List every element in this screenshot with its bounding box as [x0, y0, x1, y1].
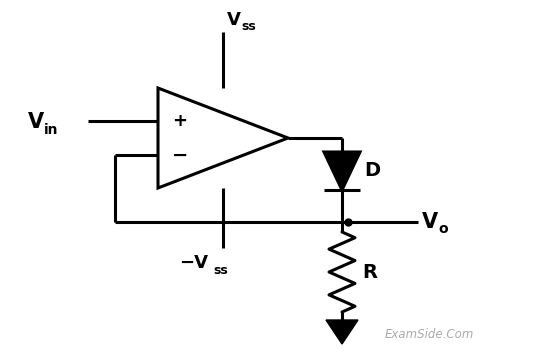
Text: +: +: [172, 112, 188, 130]
Polygon shape: [326, 320, 358, 344]
Text: ExamSide.Com: ExamSide.Com: [385, 328, 474, 341]
Text: o: o: [438, 222, 448, 236]
Text: V: V: [422, 212, 438, 232]
Text: V: V: [227, 11, 241, 29]
Polygon shape: [324, 152, 360, 190]
Text: D: D: [364, 161, 380, 181]
Text: V: V: [28, 112, 44, 132]
Text: ss: ss: [213, 264, 228, 277]
Text: ss: ss: [241, 21, 256, 34]
Text: −V: −V: [179, 254, 208, 272]
Text: in: in: [44, 123, 59, 137]
Text: −: −: [172, 146, 188, 164]
Text: R: R: [362, 262, 377, 282]
